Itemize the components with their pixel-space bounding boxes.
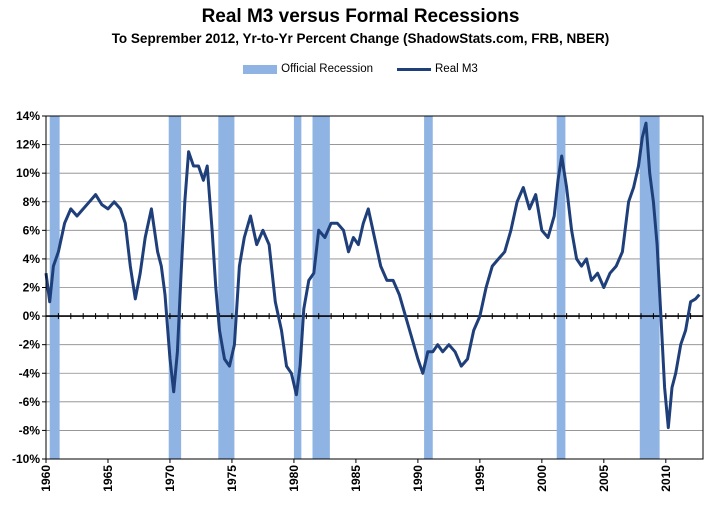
chart-subtitle: To Seprember 2012, Yr-to-Yr Percent Chan… — [111, 31, 610, 46]
recession-band-2 — [218, 116, 235, 459]
recession-band-3 — [293, 116, 302, 459]
legend-label-real-m3: Real M3 — [435, 63, 478, 75]
zero-line — [45, 313, 704, 320]
legend-item-real-m3: Real M3 — [397, 63, 478, 75]
recession-band-6 — [556, 116, 566, 459]
x-tick-label-1: 1965 — [101, 465, 115, 492]
x-tick-label-5: 1985 — [349, 465, 363, 492]
y-tick-label-5: 4% — [23, 252, 41, 266]
x-tick-label-3: 1975 — [225, 465, 239, 492]
recession-band-5 — [424, 116, 433, 459]
recession-band-0 — [49, 116, 60, 459]
chart-legend: Official Recession Real M3 — [0, 63, 721, 75]
legend-swatch-real-m3 — [397, 67, 431, 71]
x-tick-label-4: 1980 — [287, 465, 301, 492]
series-lines — [44, 121, 701, 430]
y-tick-label-3: 8% — [23, 195, 41, 209]
y-tick-label-8: -2% — [19, 338, 41, 352]
y-axis-ticks: 14% 12% 10% 8% 6% 4% 2% 0% -2% -4% -6% -8% -10% — [12, 109, 46, 466]
y-tick-label-9: -4% — [19, 366, 41, 380]
recession-band-4 — [312, 116, 330, 459]
y-tick-label-2: 10% — [16, 166, 40, 180]
legend-swatch-recession — [243, 64, 278, 74]
y-tick-label-6: 2% — [23, 281, 41, 295]
x-tick-label-8: 2000 — [535, 465, 549, 492]
gridlines — [46, 115, 703, 460]
x-tick-label-6: 1990 — [411, 465, 425, 492]
x-axis-ticks: 1960 1965 1970 1975 1980 1985 1990 1995 2000 2005… — [39, 459, 673, 492]
legend-label-recession: Official Recession — [281, 63, 373, 75]
y-tick-label-12: -10% — [12, 452, 40, 466]
series-line-real-m3 — [44, 121, 701, 430]
y-tick-label-1: 12% — [16, 138, 40, 152]
x-tick-label-2: 1970 — [163, 465, 177, 492]
y-tick-label-4: 6% — [23, 223, 41, 237]
x-tick-label-0: 1960 — [39, 465, 53, 492]
x-tick-label-10: 2010 — [659, 465, 673, 492]
y-tick-label-10: -6% — [19, 395, 41, 409]
chart-title: Real M3 versus Formal Recessions — [201, 6, 520, 27]
x-tick-label-7: 1995 — [473, 465, 487, 492]
legend-item-recession: Official Recession — [243, 63, 373, 75]
y-tick-label-0: 14% — [16, 109, 40, 123]
y-tick-label-7: 0% — [23, 309, 41, 323]
x-tick-label-9: 2005 — [597, 465, 611, 492]
y-tick-label-11: -8% — [19, 423, 41, 437]
